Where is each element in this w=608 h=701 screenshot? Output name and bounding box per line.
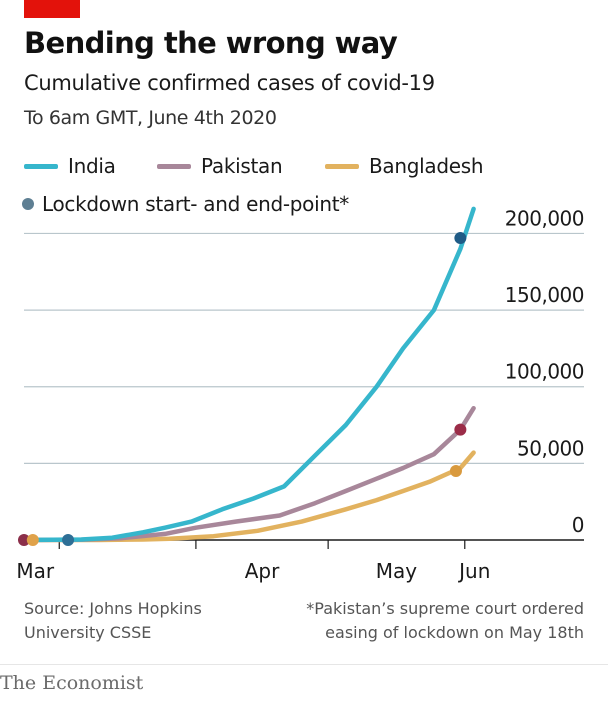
x-tick-label: Mar xyxy=(16,559,55,583)
lockdown-point-pakistan xyxy=(454,423,467,436)
footer-divider xyxy=(0,664,608,665)
x-tick-label: Jun xyxy=(457,559,490,583)
series-line-india xyxy=(21,206,476,543)
y-tick-label: 200,000 xyxy=(505,206,584,230)
legend-item-bangladesh: Bangladesh xyxy=(325,152,484,180)
source-note: Source: Johns Hopkins University CSSE xyxy=(24,599,202,642)
lockdown-point-india xyxy=(62,534,75,546)
series-line-pakistan xyxy=(21,405,476,543)
x-tick-label: May xyxy=(376,559,418,583)
legend-label-bangladesh: Bangladesh xyxy=(369,154,484,178)
legend-item-pakistan: Pakistan xyxy=(157,152,283,180)
y-tick-label: 150,000 xyxy=(505,283,584,307)
legend-label-pakistan: Pakistan xyxy=(201,154,283,178)
lockdown-point-pakistan xyxy=(18,534,30,546)
economist-red-tag xyxy=(24,0,80,18)
legend-item-lockdown: Lockdown start- and end-point* xyxy=(22,190,349,218)
legend-swatch-india xyxy=(24,163,58,169)
chart-subtitle: Cumulative confirmed cases of covid-19 xyxy=(24,71,435,95)
line-chart: 0 50,000 100,000 150,000 200,000 Mar Apr May Jun xyxy=(16,206,584,583)
chart-date-note: To 6am GMT, June 4th 2020 xyxy=(24,107,277,129)
y-tick-label: 100,000 xyxy=(505,360,584,384)
y-tick-label: 0 xyxy=(572,513,584,537)
legend-label-lockdown: Lockdown start- and end-point* xyxy=(42,192,349,216)
footnote: *Pakistan’s supreme court ordered easing… xyxy=(306,599,584,642)
legend-item-india: India xyxy=(24,152,116,180)
legend-label-india: India xyxy=(68,154,116,178)
chart-title: Bending the wrong way xyxy=(24,26,398,60)
x-tick-label: Apr xyxy=(245,559,280,583)
series-line-bangladesh xyxy=(21,450,476,543)
economist-logo-text: The Economist xyxy=(0,672,144,694)
lockdown-dot-icon xyxy=(22,198,34,210)
legend-swatch-bangladesh xyxy=(325,163,359,169)
lockdown-point-bangladesh xyxy=(26,534,39,546)
legend-swatch-pakistan xyxy=(157,163,191,169)
lockdown-point-india xyxy=(454,232,467,245)
chart-card: Bending the wrong way Cumulative confirm… xyxy=(16,0,585,642)
lockdown-point-bangladesh xyxy=(449,465,462,478)
y-tick-label: 50,000 xyxy=(517,436,584,460)
